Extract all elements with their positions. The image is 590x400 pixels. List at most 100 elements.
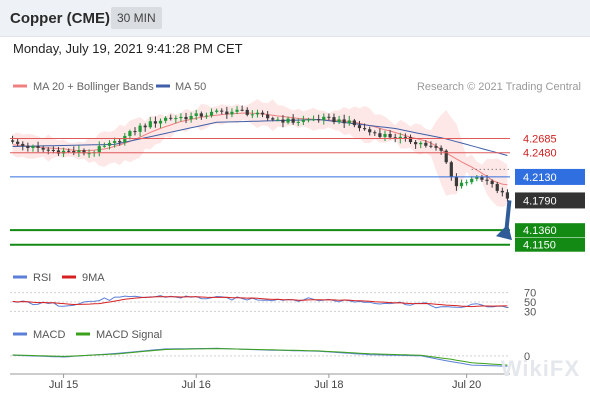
candle-body bbox=[133, 131, 137, 133]
ma50-line bbox=[12, 118, 508, 156]
timeframe-button[interactable]: 30 MIN bbox=[111, 7, 162, 29]
rsi-ma-line bbox=[12, 296, 508, 308]
candle-body bbox=[26, 145, 30, 149]
candle-body bbox=[332, 117, 336, 123]
forecast-arrow-head bbox=[496, 224, 512, 241]
candle-body bbox=[286, 118, 290, 123]
candle-body bbox=[16, 141, 20, 144]
candle-body bbox=[56, 150, 61, 154]
ma20-legend-label: MA 20 + Bollinger Bands bbox=[33, 81, 154, 93]
candle-body bbox=[322, 116, 326, 121]
level-last-4-tag bbox=[515, 192, 585, 209]
candle-body bbox=[327, 116, 331, 118]
candle-body bbox=[194, 113, 198, 116]
candle-body bbox=[82, 150, 86, 154]
candle-body bbox=[143, 125, 147, 128]
candle-body bbox=[179, 116, 183, 119]
candle-body bbox=[347, 120, 351, 124]
level-support-6-label: 4.1150 bbox=[523, 240, 556, 252]
level-resistance-1-label: 4.2685 bbox=[523, 134, 557, 146]
candle-body bbox=[505, 192, 510, 199]
instrument-title: Copper (CME) bbox=[10, 10, 110, 27]
ma20-line bbox=[12, 112, 508, 186]
candle-body bbox=[470, 178, 474, 183]
candle-body bbox=[102, 145, 106, 147]
x-tick-label: Jul 15 bbox=[49, 379, 78, 391]
candle-body bbox=[169, 117, 173, 119]
level-last-4-label: 4.1790 bbox=[523, 195, 557, 207]
candle-body bbox=[41, 147, 45, 150]
level-pivot-3-tag bbox=[515, 168, 585, 185]
macd-signal-line bbox=[12, 348, 508, 366]
candle-body bbox=[174, 118, 178, 120]
candle-body bbox=[36, 146, 40, 148]
candle-body bbox=[245, 109, 249, 115]
candle-body bbox=[301, 119, 305, 122]
candle-body bbox=[189, 115, 193, 120]
level-support-5-label: 4.1360 bbox=[523, 225, 557, 237]
level-pivot-3-label: 4.2130 bbox=[523, 172, 557, 184]
candle-body bbox=[352, 120, 356, 126]
candle-body bbox=[77, 150, 81, 153]
rsi-line bbox=[12, 295, 508, 309]
candle-body bbox=[291, 118, 295, 123]
candle-body bbox=[250, 114, 254, 116]
candle-body bbox=[164, 117, 168, 121]
candle-body bbox=[419, 142, 423, 145]
candle-body bbox=[424, 142, 428, 146]
ma50-legend-label: MA 50 bbox=[175, 81, 206, 93]
candle-body bbox=[439, 147, 443, 151]
candle-body bbox=[362, 128, 367, 130]
candle-body bbox=[403, 136, 408, 138]
candle-body bbox=[414, 142, 418, 145]
candle-body bbox=[480, 176, 484, 180]
rsi-tick-70: 70 bbox=[524, 288, 536, 300]
chart-header-bar: Copper (CME) 30 MIN bbox=[0, 0, 590, 37]
candle-body bbox=[225, 111, 229, 115]
candle-body bbox=[357, 125, 362, 129]
candle-body bbox=[373, 132, 377, 134]
candle-body bbox=[204, 115, 209, 117]
candle-body bbox=[107, 142, 112, 146]
candle-body bbox=[495, 184, 499, 191]
candle-body bbox=[235, 109, 239, 112]
candle-body bbox=[220, 110, 224, 112]
candle-body bbox=[10, 140, 15, 142]
rsi-tick-30: 30 bbox=[524, 306, 536, 318]
candle-body bbox=[184, 116, 188, 120]
candle-body bbox=[306, 119, 311, 121]
candle-body bbox=[266, 114, 270, 119]
candle-body bbox=[271, 118, 275, 120]
x-tick-label: Jul 20 bbox=[452, 379, 481, 391]
candle-body bbox=[153, 121, 158, 124]
wikifx-watermark: WikiFX bbox=[500, 356, 580, 381]
rsi-legend-label: RSI bbox=[33, 272, 51, 284]
candle-body bbox=[276, 119, 280, 121]
candle-body bbox=[31, 146, 35, 149]
x-tick-label: Jul 16 bbox=[182, 379, 211, 391]
candle-body bbox=[118, 141, 122, 143]
candle-body bbox=[342, 119, 346, 124]
candle-body bbox=[128, 131, 132, 136]
research-credit: Research © 2021 Trading Central bbox=[417, 81, 581, 93]
level-support-6-tag bbox=[515, 237, 585, 252]
candle-body bbox=[398, 136, 402, 139]
candle-body bbox=[383, 134, 387, 137]
candle-body bbox=[296, 121, 300, 123]
candle-body bbox=[21, 143, 25, 146]
candle-body bbox=[475, 176, 479, 179]
candle-body bbox=[87, 153, 91, 155]
chart-datetime: Monday, July 19, 2021 9:41:28 PM CET bbox=[13, 41, 243, 56]
candle-body bbox=[459, 182, 464, 187]
candle-body bbox=[61, 150, 66, 154]
candle-body bbox=[255, 112, 260, 115]
candle-body bbox=[337, 119, 341, 123]
candle-body bbox=[260, 112, 265, 115]
candle-body bbox=[311, 119, 316, 121]
candle-body bbox=[454, 176, 459, 187]
candle-body bbox=[449, 162, 453, 177]
candle-body bbox=[148, 121, 152, 128]
candle-body bbox=[444, 150, 448, 163]
candle-body bbox=[209, 111, 214, 116]
